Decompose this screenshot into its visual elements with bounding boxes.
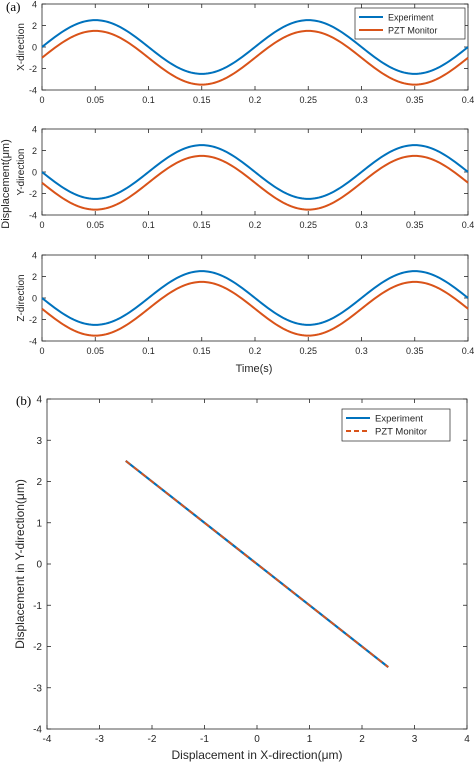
x-tick-label: 0.25 xyxy=(299,346,317,356)
y-tick-label: 2 xyxy=(32,21,37,31)
y-tick-label: -2 xyxy=(29,315,37,325)
x-tick-label: 0.15 xyxy=(193,220,211,230)
x-tick-label: 0.25 xyxy=(299,220,317,230)
series-line-experiment xyxy=(41,144,469,200)
series-line-experiment xyxy=(41,19,469,75)
x-tick-label: 0.35 xyxy=(406,220,424,230)
y-tick-label: 0 xyxy=(32,168,37,178)
y-axis-label: X-direction xyxy=(16,23,27,71)
y-tick-label: 0 xyxy=(32,294,37,304)
chart-x: 0 0.05 0.1 0.15 0.2 0.25 0.3 0.35 0.4 4 2 0 -2 -4 X-di… xyxy=(16,0,474,105)
legend-box xyxy=(354,7,466,40)
y-tick-label: 0 xyxy=(32,43,37,53)
series-line-pzt-monitor xyxy=(41,280,469,337)
x-tick-label: 0.1 xyxy=(142,346,155,356)
series-line-pzt-monitor xyxy=(41,154,469,211)
y-tick-label: -2 xyxy=(29,64,37,74)
x-tick-label: 0.3 xyxy=(355,95,368,105)
y-tick-label: -2 xyxy=(33,642,42,653)
x-tick-label: -2 xyxy=(148,734,157,745)
x-tick-label: 0.05 xyxy=(86,346,104,356)
x-tick-label: 0.15 xyxy=(193,95,211,105)
x-tick-label: 0 xyxy=(39,95,44,105)
x-tick-label: 3 xyxy=(412,734,418,745)
x-tick-label: 0.2 xyxy=(249,220,262,230)
x-tick-label: 0 xyxy=(254,734,260,745)
x-tick-label: 1 xyxy=(307,734,313,745)
y-tick-label: 2 xyxy=(36,477,42,488)
x-tick-label: 0.4 xyxy=(462,220,474,230)
legend-label-pzt-monitor: PZT Monitor xyxy=(375,427,427,438)
x-tick-label: 0.15 xyxy=(193,346,211,356)
y-tick-label: 0 xyxy=(36,560,42,571)
y-tick-label: -1 xyxy=(33,601,42,612)
x-tick-label: 0.25 xyxy=(299,95,317,105)
x-axis-label: Displacement in X-direction(μm) xyxy=(172,748,343,762)
chart-z: 0 0.05 0.1 0.15 0.2 0.25 0.3 0.35 0.4 4 2 0 -2 -4 Z-di… xyxy=(16,251,474,357)
y-tick-label: 1 xyxy=(36,518,42,529)
x-tick-label: -4 xyxy=(43,734,52,745)
x-tick-label: 0.3 xyxy=(355,220,368,230)
x-tick-label: 0.1 xyxy=(142,95,155,105)
x-tick-label: 4 xyxy=(464,734,470,745)
x-tick-label: 0.05 xyxy=(86,95,104,105)
x-tick-label: 0.35 xyxy=(406,346,424,356)
x-tick-label: 0.2 xyxy=(249,346,262,356)
y-tick-label: 4 xyxy=(36,395,42,406)
series-line-pzt-monitor xyxy=(125,460,389,668)
x-tick-label: 0.2 xyxy=(249,95,262,105)
x-tick-label: 2 xyxy=(359,734,365,745)
y-axis-label: Y-direction xyxy=(16,149,27,196)
y-tick-label: -4 xyxy=(29,211,37,221)
y-tick-label: 4 xyxy=(32,0,37,10)
x-tick-label: -3 xyxy=(95,734,104,745)
x-tick-label: -1 xyxy=(200,734,209,745)
chart-y: 0 0.05 0.1 0.15 0.2 0.25 0.3 0.35 0.4 4 2 0 -2 -4 Y-di… xyxy=(16,125,474,231)
panel-label-a: (a) xyxy=(6,0,20,14)
y-tick-label: 2 xyxy=(32,272,37,282)
x-tick-label: 0 xyxy=(39,220,44,230)
y-tick-label: 2 xyxy=(32,146,37,156)
chart-b: -4 -3 -2 -1 0 1 2 3 4 4 3 2 1 0 -1 -2 -3 -4 Displacement i… xyxy=(13,395,470,763)
x-tick-label: 0.4 xyxy=(462,95,474,105)
y-tick-label: 4 xyxy=(32,125,37,135)
x-tick-label: 0.1 xyxy=(142,220,155,230)
y-axis-label: Displacement in Y-direction(μm) xyxy=(13,479,27,649)
legend-label-experiment: Experiment xyxy=(375,414,423,425)
legend-label-pzt-monitor: PZT Monitor xyxy=(388,26,437,36)
panel-label-b: (b) xyxy=(16,393,31,408)
plots-layer: 0 0.05 0.1 0.15 0.2 0.25 0.3 0.35 0.4 4 2 0 -2 -4 X-di… xyxy=(13,0,474,762)
legend: Experiment PZT Monitor xyxy=(354,7,466,40)
y-tick-label: -4 xyxy=(29,337,37,347)
shared-x-axis-label: Time(s) xyxy=(236,363,273,375)
legend: Experiment PZT Monitor xyxy=(341,408,451,442)
y-tick-label: 4 xyxy=(32,251,37,261)
legend-label-experiment: Experiment xyxy=(388,13,434,23)
legend-box xyxy=(341,408,451,442)
y-axis-label: Z-direction xyxy=(16,274,27,321)
y-tick-label: 3 xyxy=(36,436,42,447)
y-tick-label: -3 xyxy=(33,683,42,694)
y-tick-label: -4 xyxy=(33,725,42,736)
x-tick-label: 0.05 xyxy=(86,220,104,230)
x-tick-label: 0.3 xyxy=(355,346,368,356)
x-tick-label: 0.4 xyxy=(462,346,474,356)
series-line-experiment xyxy=(41,270,469,326)
x-tick-label: 0 xyxy=(39,346,44,356)
shared-y-axis-label: Displacement(μm) xyxy=(0,139,12,228)
y-tick-label: -2 xyxy=(29,189,37,199)
y-tick-label: -4 xyxy=(29,86,37,96)
x-tick-label: 0.35 xyxy=(406,95,424,105)
series-line-pzt-monitor xyxy=(41,29,469,86)
